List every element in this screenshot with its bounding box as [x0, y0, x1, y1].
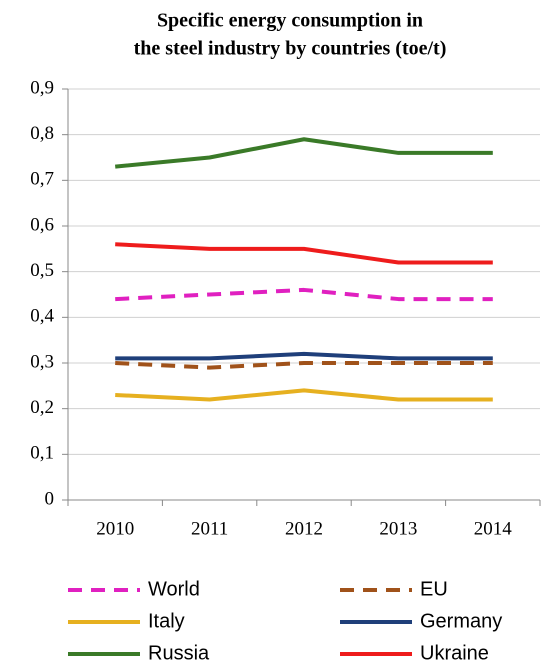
- y-tick-label: 0,8: [30, 123, 54, 144]
- series-line: [115, 388, 493, 402]
- x-tick-label: 2013: [379, 518, 417, 539]
- x-tick-label: 2011: [191, 518, 228, 539]
- y-tick-label: 0,6: [30, 214, 54, 235]
- y-tick-label: 0,2: [30, 397, 54, 418]
- x-tick-label: 2010: [96, 518, 134, 539]
- chart-title: Specific energy consumption in: [157, 10, 423, 32]
- legend-label: Germany: [420, 610, 502, 632]
- legend-label: Ukraine: [420, 642, 489, 664]
- chart-title: the steel industry by countries (toe/t): [134, 38, 447, 60]
- series-line: [115, 361, 493, 370]
- legend-label: EU: [420, 578, 448, 600]
- series-line: [115, 351, 493, 361]
- x-tick-label: 2014: [474, 518, 513, 539]
- y-tick-label: 0,5: [30, 260, 54, 281]
- x-tick-label: 2012: [285, 518, 323, 539]
- legend-label: Italy: [148, 610, 185, 632]
- series-line: [115, 287, 493, 302]
- y-tick-label: 0: [45, 488, 55, 509]
- y-tick-label: 0,4: [30, 306, 54, 327]
- y-tick-label: 0,7: [30, 169, 54, 190]
- y-tick-label: 0,3: [30, 351, 54, 372]
- y-tick-label: 0,9: [30, 77, 54, 98]
- legend-label: World: [148, 578, 200, 600]
- series-line: [115, 137, 493, 169]
- legend-label: Russia: [148, 642, 210, 664]
- series-line: [115, 242, 493, 265]
- y-tick-label: 0,1: [30, 443, 54, 464]
